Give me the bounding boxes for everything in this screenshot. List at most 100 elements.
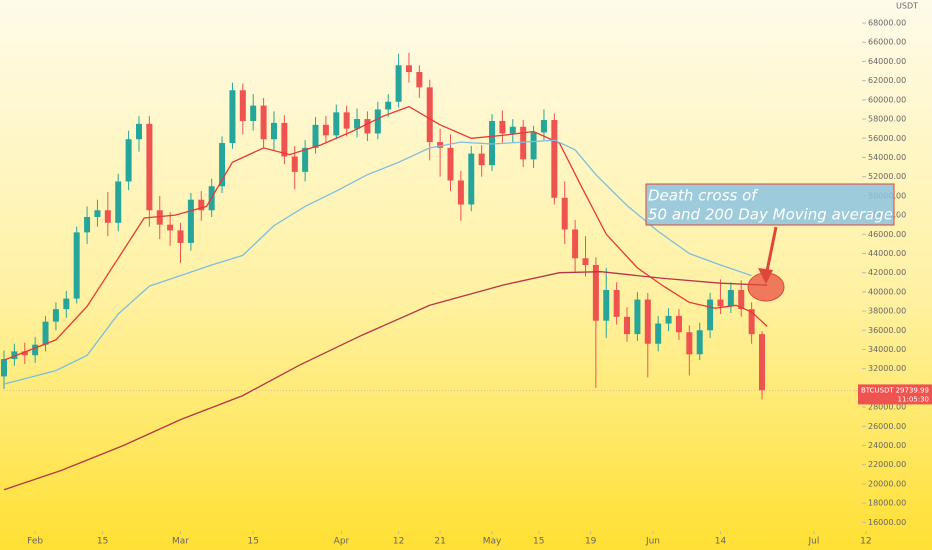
candle-body bbox=[696, 330, 703, 355]
y-tick-label: 24000.00 bbox=[868, 441, 906, 450]
annotation-text: Death cross of bbox=[648, 187, 759, 205]
candle-body bbox=[582, 258, 589, 265]
candle-body bbox=[156, 210, 163, 225]
arrow-shaft bbox=[764, 226, 778, 277]
arrow-head bbox=[758, 268, 773, 284]
candle-body bbox=[727, 289, 734, 307]
candle-body bbox=[551, 120, 558, 198]
candle-body bbox=[302, 147, 309, 172]
candle-body bbox=[146, 123, 153, 211]
annotation-box bbox=[645, 183, 895, 226]
y-tick-label: 64000.00 bbox=[868, 57, 906, 66]
candle-body bbox=[281, 122, 288, 157]
candle-body bbox=[540, 120, 547, 133]
candle-body bbox=[395, 65, 402, 102]
candle-body bbox=[665, 315, 672, 324]
candle-body bbox=[21, 351, 28, 356]
candle-body bbox=[468, 153, 475, 205]
candle-body bbox=[219, 143, 226, 187]
x-tick-label: 15 bbox=[247, 537, 258, 547]
x-tick-label: Feb bbox=[27, 537, 43, 547]
candle-body bbox=[416, 72, 423, 88]
candle-body bbox=[187, 199, 194, 243]
candle-body bbox=[11, 351, 18, 360]
y-tick-label: 32000.00 bbox=[868, 364, 906, 373]
y-tick-label: 38000.00 bbox=[868, 307, 906, 316]
candle-body bbox=[489, 120, 496, 166]
candle-body bbox=[675, 315, 682, 333]
x-tick-label: 15 bbox=[97, 537, 108, 547]
annotation-text: 50 and 200 Day Moving average : bbox=[648, 206, 903, 224]
countdown: 11:05:30 bbox=[898, 395, 929, 403]
y-tick-label: 44000.00 bbox=[868, 249, 906, 258]
candle-body bbox=[748, 309, 755, 335]
x-tick-label: 12 bbox=[393, 537, 404, 547]
candle-body bbox=[561, 197, 568, 230]
y-tick-label: 58000.00 bbox=[868, 115, 906, 124]
y-tick-label: 26000.00 bbox=[868, 422, 906, 431]
candle-body bbox=[520, 126, 527, 160]
candle-body bbox=[385, 101, 392, 110]
y-tick-label: 46000.00 bbox=[868, 230, 906, 239]
candle-body bbox=[291, 156, 298, 172]
x-tick-label: May bbox=[483, 537, 502, 547]
candle-body bbox=[509, 126, 516, 134]
candle-body bbox=[312, 124, 319, 148]
y-tick-label: 34000.00 bbox=[868, 345, 906, 354]
moving-average bbox=[3, 139, 752, 385]
candle-body bbox=[634, 299, 641, 335]
candle-body bbox=[322, 124, 329, 136]
price-value: 29739.99 bbox=[896, 386, 929, 394]
candle-body bbox=[343, 112, 350, 129]
currency-label: USDT bbox=[896, 2, 918, 11]
candle-body bbox=[759, 334, 766, 391]
candle-body bbox=[32, 344, 39, 356]
candle-body bbox=[94, 210, 101, 217]
candle-body bbox=[738, 289, 745, 310]
candle-body bbox=[135, 123, 142, 140]
x-tick-label: Mar bbox=[172, 537, 189, 547]
candle-body bbox=[374, 109, 381, 134]
y-tick-label: 36000.00 bbox=[868, 326, 906, 335]
y-tick-label: 22000.00 bbox=[868, 460, 906, 469]
candle-body bbox=[115, 181, 122, 223]
candle-body bbox=[426, 87, 433, 143]
candle-body bbox=[177, 230, 184, 243]
y-tick-label: 62000.00 bbox=[868, 76, 906, 85]
x-tick-label: 15 bbox=[533, 537, 544, 547]
moving-average bbox=[3, 271, 768, 491]
y-tick-label: 56000.00 bbox=[868, 134, 906, 143]
candle-body bbox=[686, 332, 693, 355]
candle-body bbox=[717, 299, 724, 307]
y-tick-label: 28000.00 bbox=[868, 403, 906, 412]
moving-average bbox=[3, 105, 768, 361]
candle-body bbox=[239, 90, 246, 121]
y-tick-label: 54000.00 bbox=[868, 153, 906, 162]
candle-body bbox=[125, 139, 132, 182]
y-tick-label: 68000.00 bbox=[868, 19, 906, 28]
x-tick-label: Jun bbox=[645, 537, 660, 547]
candle-body bbox=[447, 147, 454, 181]
candle-body bbox=[592, 265, 599, 321]
candle-body bbox=[364, 119, 371, 134]
x-tick-label: 19 bbox=[585, 537, 597, 547]
candle-body bbox=[198, 199, 205, 211]
price-tag bbox=[858, 384, 932, 405]
candle-body bbox=[270, 122, 277, 140]
x-tick-label: 12 bbox=[860, 537, 871, 547]
candle-body bbox=[530, 132, 537, 160]
candle-body bbox=[333, 112, 340, 136]
x-tick-label: 21 bbox=[434, 537, 445, 547]
y-tick-label: 16000.00 bbox=[868, 518, 906, 527]
y-tick-label: 42000.00 bbox=[868, 268, 906, 277]
x-tick-label: Jul bbox=[808, 537, 820, 547]
y-tick-label: 18000.00 bbox=[868, 499, 906, 508]
candle-body bbox=[167, 224, 174, 231]
candle-body bbox=[603, 289, 610, 321]
y-tick-label: 52000.00 bbox=[868, 172, 906, 181]
candle-body bbox=[84, 216, 91, 233]
x-tick-label: Apr bbox=[334, 537, 350, 547]
candle-body bbox=[73, 232, 80, 299]
